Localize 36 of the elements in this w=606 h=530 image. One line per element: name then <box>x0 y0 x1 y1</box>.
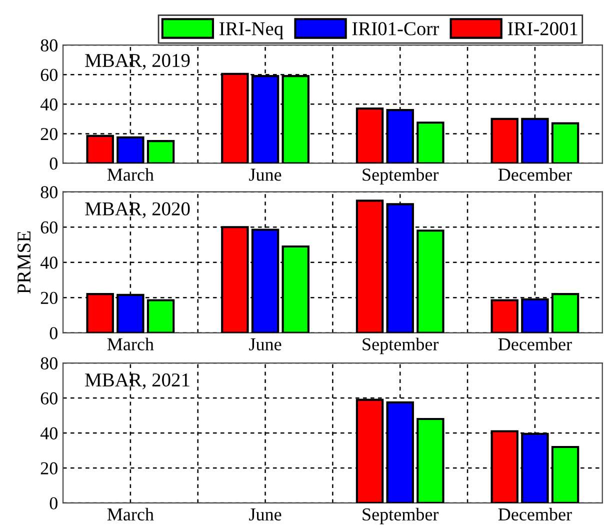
legend-label: IRI01-Corr <box>352 22 439 36</box>
y-axis-title: PRMSE <box>18 231 31 294</box>
bar <box>116 136 144 164</box>
y-tick-label: 80 <box>40 357 58 370</box>
y-tick-label: 60 <box>40 221 58 234</box>
legend-label: IRI-2001 <box>508 22 578 36</box>
x-tick-label: September <box>362 508 439 524</box>
y-tick-label: 80 <box>40 186 58 198</box>
x-tick-label: March <box>107 338 154 350</box>
x-tick-label: March <box>107 508 154 521</box>
annotation: MBAR, 2019 <box>85 54 190 70</box>
x-tick-label: December <box>498 168 572 181</box>
y-tick-label: 60 <box>40 392 58 404</box>
y-tick-label: 20 <box>40 128 58 140</box>
x-tick-label: December <box>498 508 572 521</box>
y-tick-label: 40 <box>40 427 58 440</box>
y-tick-label: 80 <box>40 39 58 52</box>
x-tick-label: September <box>362 338 439 354</box>
annotation: MBAR, 2021 <box>85 373 190 390</box>
y-tick-label: 40 <box>40 256 58 269</box>
y-tick-label: 20 <box>40 292 58 304</box>
x-tick-label: September <box>362 168 439 184</box>
x-tick-label: June <box>249 338 282 350</box>
x-tick-label: March <box>107 168 154 181</box>
legend-label: IRI-Neq <box>220 22 284 40</box>
y-tick-label: 0 <box>50 157 58 170</box>
x-tick-label: June <box>249 168 282 181</box>
x-tick-label: June <box>249 508 282 521</box>
y-tick-label: 60 <box>40 68 58 82</box>
x-tick-label: December <box>498 338 572 350</box>
annotation: MBAR, 2020 <box>85 202 190 218</box>
y-tick-label: 40 <box>40 98 58 111</box>
y-tick-label: 0 <box>50 497 58 510</box>
bar <box>146 140 175 164</box>
y-tick-label: 0 <box>50 327 58 340</box>
y-tick-label: 20 <box>40 462 58 474</box>
